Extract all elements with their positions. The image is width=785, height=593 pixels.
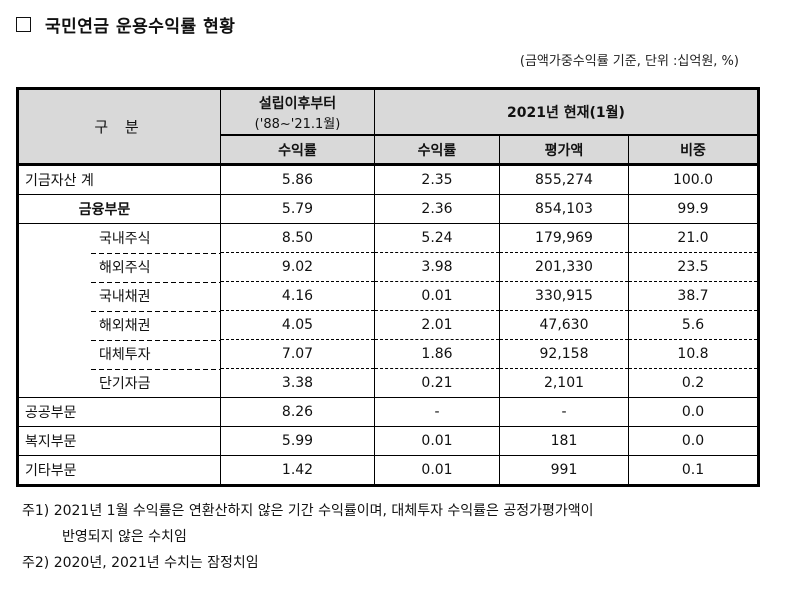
cell-weight: 23.5: [628, 252, 759, 282]
cell-since: 9.02: [220, 252, 375, 282]
header-return-current: 수익률: [374, 134, 500, 165]
table-row: 금융부문 5.79 2.36 854,103 99.9: [17, 194, 759, 224]
cell-since: 1.42: [220, 455, 375, 486]
row-label: 기금자산 계: [17, 163, 221, 195]
cell-weight: 0.2: [628, 368, 759, 398]
note-1-line-2: 반영되지 않은 수치임: [62, 529, 187, 545]
table-row: 기타부문 1.42 0.01 991 0.1: [17, 455, 759, 486]
cell-weight: 10.8: [628, 339, 759, 369]
cell-return: 0.21: [374, 368, 500, 398]
header-weight: 비중: [628, 134, 759, 165]
table-row: 대체투자 7.07 1.86 92,158 10.8: [17, 339, 759, 369]
header-return-since: 수익률: [220, 134, 375, 165]
row-label: 국내주식: [17, 223, 221, 253]
header-row-2: 수익률 수익률 평가액 비중: [18, 134, 759, 165]
row-label: 기타부문: [17, 455, 221, 486]
cell-return: 2.35: [374, 163, 500, 195]
returns-table: 구 분 설립이후부터 ('88~'21.1월) 2021년 현재(1월) 수익률…: [16, 87, 760, 487]
cell-return: -: [374, 397, 500, 427]
cell-value: 991: [499, 455, 629, 486]
table-row: 해외채권 4.05 2.01 47,630 5.6: [17, 310, 759, 340]
table-row: 공공부문 8.26 - - 0.0: [17, 397, 759, 427]
cell-return: 0.01: [374, 426, 500, 456]
footnotes: 주1) 2021년 1월 수익률은 연환산하지 않은 기간 수익률이며, 대체투…: [22, 498, 594, 576]
cell-return: 2.01: [374, 310, 500, 340]
note-2: 주2) 2020년, 2021년 수치는 잠정치임: [22, 555, 259, 571]
table-row: 단기자금 3.38 0.21 2,101 0.2: [17, 368, 759, 398]
cell-return: 5.24: [374, 223, 500, 253]
cell-value: 201,330: [499, 252, 629, 282]
cell-since: 5.86: [220, 163, 375, 195]
cell-return: 0.01: [374, 455, 500, 486]
cell-weight: 38.7: [628, 281, 759, 311]
cell-value: 855,274: [499, 163, 629, 195]
cell-since: 5.79: [220, 194, 375, 224]
table-row: 해외주식 9.02 3.98 201,330 23.5: [17, 252, 759, 282]
header-value: 평가액: [499, 134, 629, 165]
cell-value: 181: [499, 426, 629, 456]
cell-weight: 0.1: [628, 455, 759, 486]
cell-since: 8.26: [220, 397, 375, 427]
cell-value: 92,158: [499, 339, 629, 369]
cell-return: 0.01: [374, 281, 500, 311]
cell-value: 179,969: [499, 223, 629, 253]
page-title: 국민연금 운용수익률 현황: [16, 12, 235, 37]
row-label: 금융부문: [17, 194, 221, 224]
table-row: 국내채권 4.16 0.01 330,915 38.7: [17, 281, 759, 311]
header-since-inception: 설립이후부터 ('88~'21.1월): [220, 88, 375, 136]
cell-weight: 21.0: [628, 223, 759, 253]
cell-since: 4.05: [220, 310, 375, 340]
cell-return: 2.36: [374, 194, 500, 224]
cell-value: 330,915: [499, 281, 629, 311]
since-inception-period: ('88~'21.1월): [254, 116, 341, 132]
row-label: 해외주식: [17, 252, 221, 282]
table-row: 국내주식 8.50 5.24 179,969 21.0: [17, 223, 759, 253]
row-label: 복지부문: [17, 426, 221, 456]
cell-return: 1.86: [374, 339, 500, 369]
cell-weight: 5.6: [628, 310, 759, 340]
row-label: 국내채권: [17, 281, 221, 311]
header-category: 구 분: [17, 88, 221, 165]
cell-value: -: [499, 397, 629, 427]
cell-since: 8.50: [220, 223, 375, 253]
cell-value: 854,103: [499, 194, 629, 224]
unit-note: (금액가중수익률 기준, 단위 :십억원, %): [519, 54, 739, 69]
table-row: 기금자산 계 5.86 2.35 855,274 100.0: [17, 163, 759, 195]
checkbox-square-icon: [16, 17, 31, 32]
cell-value: 47,630: [499, 310, 629, 340]
table-row: 복지부문 5.99 0.01 181 0.0: [17, 426, 759, 456]
cell-weight: 99.9: [628, 194, 759, 224]
title-text: 국민연금 운용수익률 현황: [45, 17, 236, 37]
cell-return: 3.98: [374, 252, 500, 282]
cell-weight: 100.0: [628, 163, 759, 195]
cell-since: 5.99: [220, 426, 375, 456]
row-label: 공공부문: [17, 397, 221, 427]
cell-since: 4.16: [220, 281, 375, 311]
cell-weight: 0.0: [628, 426, 759, 456]
cell-since: 7.07: [220, 339, 375, 369]
cell-weight: 0.0: [628, 397, 759, 427]
cell-value: 2,101: [499, 368, 629, 398]
header-row-1: 구 분 설립이후부터 ('88~'21.1월) 2021년 현재(1월): [17, 88, 759, 165]
since-inception-label: 설립이후부터: [258, 95, 337, 112]
note-1-line-1: 주1) 2021년 1월 수익률은 연환산하지 않은 기간 수익률이며, 대체투…: [22, 503, 594, 519]
header-current-group: 2021년 현재(1월): [374, 88, 759, 136]
cell-since: 3.38: [220, 368, 375, 398]
row-label: 단기자금: [17, 368, 221, 398]
row-label: 대체투자: [17, 339, 221, 369]
row-label: 해외채권: [17, 310, 221, 340]
